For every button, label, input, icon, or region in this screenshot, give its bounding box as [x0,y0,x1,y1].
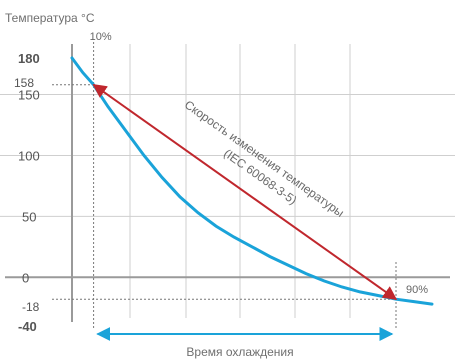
slope-label: Скорость изменения температуры [182,97,347,220]
y-tick-label: 50 [22,209,36,224]
end-percent-label: 90% [406,284,428,296]
y-axis-label: Температура °C [5,11,95,25]
y-tick-label: 158 [14,76,34,90]
y-tick-label: -40 [18,319,37,334]
y-tick-label: 0 [22,270,29,285]
y-tick-label: 100 [18,148,40,163]
start-percent-label: 10% [90,31,112,43]
slope-arrow [92,83,398,301]
y-tick-label: 150 [18,88,40,103]
x-axis-label: Время охлаждения [186,345,293,359]
y-tick-label: -18 [22,300,40,314]
y-tick-label: 180 [18,51,40,66]
